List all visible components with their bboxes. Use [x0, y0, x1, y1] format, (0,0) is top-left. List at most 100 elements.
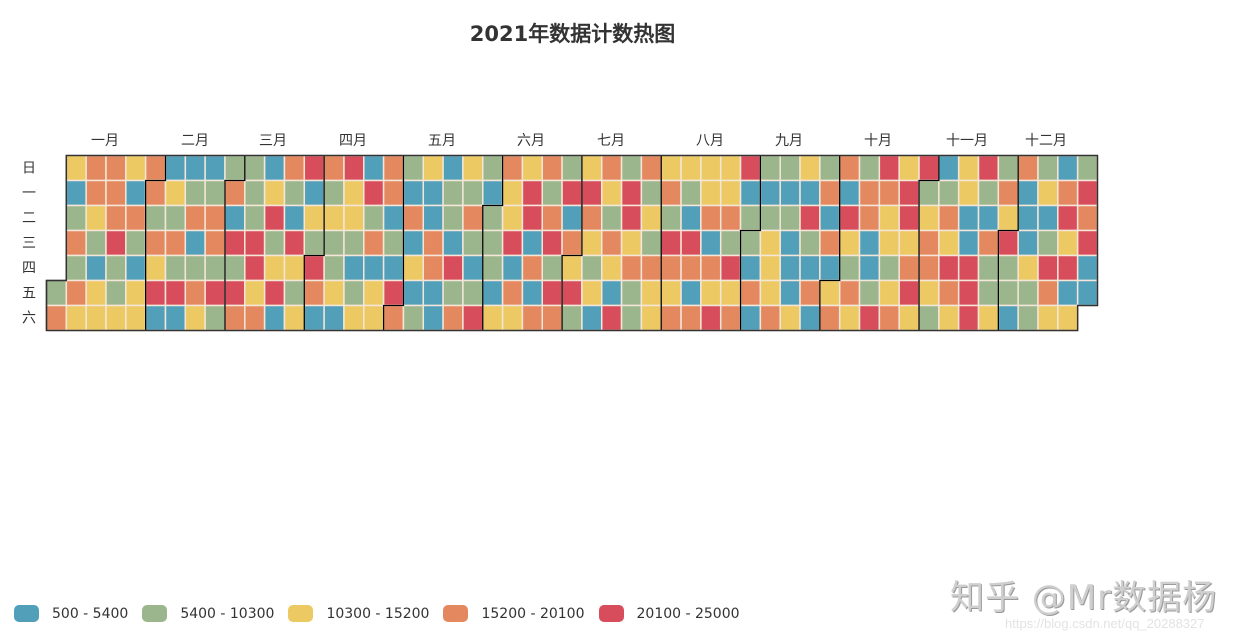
heatmap-cell[interactable]	[581, 304, 603, 332]
heatmap-cell[interactable]	[838, 154, 861, 182]
heatmap-cell[interactable]	[343, 229, 365, 257]
heatmap-cell[interactable]	[1076, 179, 1099, 207]
heatmap-cell[interactable]	[65, 204, 87, 232]
heatmap-cell[interactable]	[382, 229, 405, 257]
heatmap-cell[interactable]	[125, 179, 147, 207]
heatmap-cell[interactable]	[739, 229, 762, 257]
heatmap-cell[interactable]	[65, 304, 87, 332]
heatmap-cell[interactable]	[799, 204, 821, 232]
heatmap-cell[interactable]	[363, 204, 385, 232]
heatmap-cell[interactable]	[620, 179, 643, 207]
heatmap-cell[interactable]	[600, 254, 623, 282]
heatmap-cell[interactable]	[482, 229, 504, 257]
heatmap-cell[interactable]	[640, 304, 662, 332]
heatmap-cell[interactable]	[164, 229, 187, 257]
heatmap-cell[interactable]	[501, 204, 524, 232]
heatmap-cell[interactable]	[482, 154, 504, 182]
legend-item-1[interactable]: 5400 - 10300	[142, 605, 274, 622]
legend-item-3[interactable]: 15200 - 20100	[443, 605, 585, 622]
heatmap-cell[interactable]	[997, 229, 1019, 257]
heatmap-cell[interactable]	[1076, 254, 1099, 282]
heatmap-cell[interactable]	[1076, 229, 1099, 257]
heatmap-cell[interactable]	[501, 229, 524, 257]
heatmap-cell[interactable]	[144, 179, 167, 207]
heatmap-cell[interactable]	[779, 254, 801, 282]
heatmap-cell[interactable]	[898, 154, 920, 182]
heatmap-cell[interactable]	[224, 154, 246, 182]
heatmap-cell[interactable]	[581, 204, 603, 232]
heatmap-cell[interactable]	[1057, 304, 1079, 332]
heatmap-cell[interactable]	[819, 254, 841, 282]
heatmap-cell[interactable]	[977, 279, 1000, 307]
heatmap-cell[interactable]	[660, 204, 682, 232]
heatmap-cell[interactable]	[680, 304, 702, 332]
heatmap-cell[interactable]	[422, 204, 444, 232]
heatmap-cell[interactable]	[878, 304, 900, 332]
heatmap-cell[interactable]	[184, 204, 206, 232]
heatmap-cell[interactable]	[283, 154, 306, 182]
heatmap-cell[interactable]	[541, 229, 563, 257]
heatmap-cell[interactable]	[244, 179, 266, 207]
heatmap-cell[interactable]	[85, 204, 107, 232]
heatmap-cell[interactable]	[620, 204, 643, 232]
heatmap-cell[interactable]	[541, 154, 563, 182]
heatmap-cell[interactable]	[343, 304, 365, 332]
heatmap-cell[interactable]	[283, 304, 306, 332]
heatmap-cell[interactable]	[382, 304, 405, 332]
heatmap-cell[interactable]	[759, 154, 781, 182]
heatmap-cell[interactable]	[105, 279, 127, 307]
heatmap-cell[interactable]	[184, 279, 206, 307]
heatmap-cell[interactable]	[65, 254, 87, 282]
heatmap-cell[interactable]	[402, 179, 425, 207]
heatmap-cell[interactable]	[283, 279, 306, 307]
heatmap-cell[interactable]	[125, 154, 147, 182]
heatmap-cell[interactable]	[303, 279, 325, 307]
heatmap-cell[interactable]	[402, 279, 425, 307]
heatmap-cell[interactable]	[1076, 154, 1099, 182]
heatmap-cell[interactable]	[819, 304, 841, 332]
heatmap-cell[interactable]	[303, 254, 325, 282]
heatmap-cell[interactable]	[957, 304, 980, 332]
heatmap-cell[interactable]	[323, 254, 345, 282]
heatmap-cell[interactable]	[144, 254, 167, 282]
heatmap-cell[interactable]	[244, 254, 266, 282]
heatmap-cell[interactable]	[85, 179, 107, 207]
heatmap-cell[interactable]	[343, 204, 365, 232]
heatmap-cell[interactable]	[343, 279, 365, 307]
heatmap-cell[interactable]	[402, 154, 425, 182]
heatmap-cell[interactable]	[303, 204, 325, 232]
heatmap-cell[interactable]	[303, 154, 325, 182]
heatmap-cell[interactable]	[719, 229, 742, 257]
heatmap-cell[interactable]	[660, 229, 682, 257]
heatmap-cell[interactable]	[819, 154, 841, 182]
heatmap-cell[interactable]	[263, 229, 286, 257]
heatmap-cell[interactable]	[581, 154, 603, 182]
heatmap-cell[interactable]	[739, 179, 762, 207]
heatmap-cell[interactable]	[244, 229, 266, 257]
heatmap-cell[interactable]	[858, 204, 881, 232]
heatmap-cell[interactable]	[224, 204, 246, 232]
heatmap-cell[interactable]	[779, 279, 801, 307]
heatmap-cell[interactable]	[442, 154, 464, 182]
heatmap-cell[interactable]	[1037, 154, 1059, 182]
heatmap-cell[interactable]	[462, 279, 484, 307]
heatmap-cell[interactable]	[739, 304, 762, 332]
heatmap-cell[interactable]	[501, 254, 524, 282]
heatmap-cell[interactable]	[898, 204, 920, 232]
legend-item-4[interactable]: 20100 - 25000	[598, 605, 740, 622]
heatmap-cell[interactable]	[382, 254, 405, 282]
heatmap-cell[interactable]	[482, 204, 504, 232]
heatmap-cell[interactable]	[938, 229, 960, 257]
heatmap-cell[interactable]	[501, 304, 524, 332]
heatmap-cell[interactable]	[640, 154, 662, 182]
heatmap-cell[interactable]	[977, 179, 1000, 207]
heatmap-cell[interactable]	[125, 304, 147, 332]
heatmap-cell[interactable]	[620, 254, 643, 282]
heatmap-cell[interactable]	[1057, 154, 1079, 182]
heatmap-cell[interactable]	[224, 254, 246, 282]
heatmap-cell[interactable]	[462, 154, 484, 182]
heatmap-cell[interactable]	[918, 229, 940, 257]
heatmap-cell[interactable]	[541, 204, 563, 232]
heatmap-cell[interactable]	[482, 279, 504, 307]
heatmap-cell[interactable]	[125, 254, 147, 282]
